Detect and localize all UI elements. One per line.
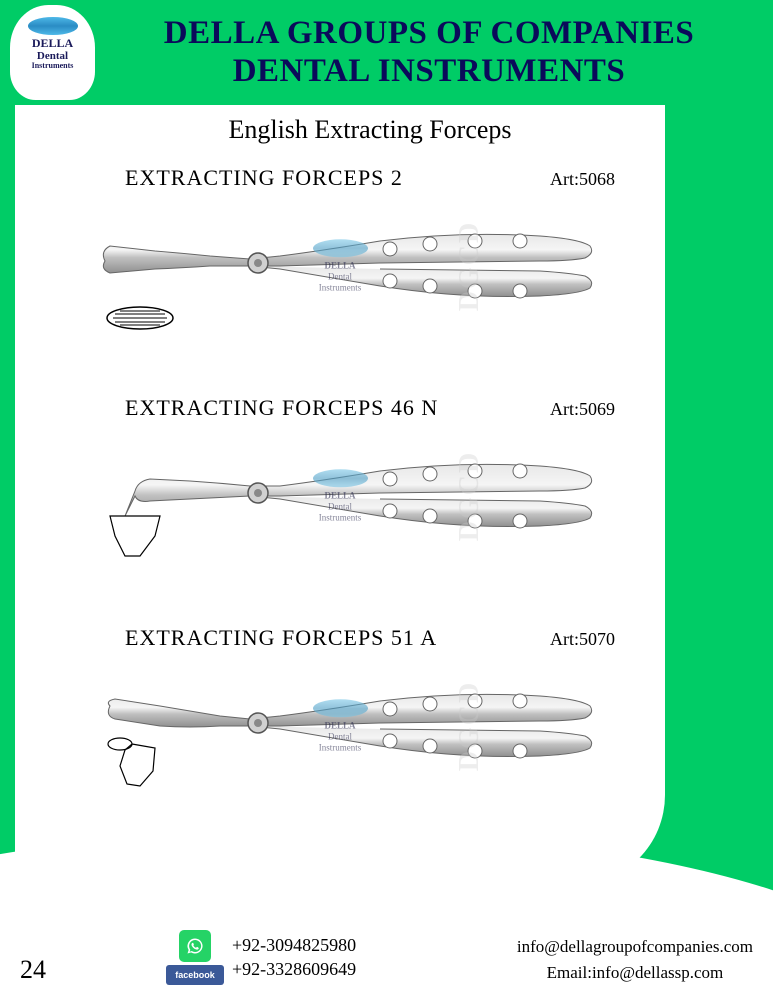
product-art-number: Art:5069 bbox=[550, 399, 615, 420]
product-image: DELLA Dental Instruments DGCD bbox=[45, 191, 635, 341]
product-header: EXTRACTING FORCEPS 51 A Art:5070 bbox=[45, 625, 635, 651]
product-art-number: Art:5068 bbox=[550, 169, 615, 190]
phone-numbers: +92-3094825980 +92-3328609649 bbox=[232, 934, 356, 981]
title-line1: DELLA GROUPS OF COMPANIES bbox=[95, 15, 763, 53]
watermark-swoosh-icon bbox=[313, 239, 368, 257]
product-name: EXTRACTING FORCEPS 2 bbox=[125, 165, 403, 191]
catalog-page: DELLA Dental Instruments DELLA GROUPS OF… bbox=[0, 0, 773, 1000]
logo-text: DELLA Dental Instruments bbox=[32, 37, 74, 71]
logo-line1: DELLA bbox=[32, 37, 74, 50]
contact-email: info@dellagroupofcompanies.com Email:inf… bbox=[517, 934, 753, 985]
watermark-logo: DELLA Dental Instruments bbox=[280, 699, 400, 752]
product-item: EXTRACTING FORCEPS 2 Art:5068 bbox=[45, 165, 635, 365]
title-line2: DENTAL INSTRUMENTS bbox=[95, 53, 763, 91]
watermark-swoosh-icon bbox=[313, 699, 368, 717]
product-image: DELLA Dental Instruments DGCD bbox=[45, 651, 635, 801]
page-footer: 24 facebook +92-3094825980 +92-332860964… bbox=[0, 890, 773, 1000]
product-image: DELLA Dental Instruments DGCD bbox=[45, 421, 635, 571]
logo-line3: Instruments bbox=[32, 62, 74, 71]
phone-2: +92-3328609649 bbox=[232, 958, 356, 981]
watermark-swoosh-icon bbox=[313, 469, 368, 487]
page-number: 24 bbox=[20, 955, 46, 985]
email-1: info@dellagroupofcompanies.com bbox=[517, 934, 753, 960]
watermark-text: DELLA Dental Instruments bbox=[280, 720, 400, 752]
logo-swoosh-icon bbox=[28, 17, 78, 35]
tip-detail-icon bbox=[105, 736, 165, 796]
whatsapp-icon bbox=[179, 930, 211, 962]
watermark-logo: DELLA Dental Instruments bbox=[280, 239, 400, 292]
product-item: EXTRACTING FORCEPS 46 N Art:5069 bbox=[45, 395, 635, 595]
page-header: DELLA Dental Instruments DELLA GROUPS OF… bbox=[0, 0, 773, 105]
company-title: DELLA GROUPS OF COMPANIES DENTAL INSTRUM… bbox=[95, 15, 763, 91]
watermark-side-text: DGCD bbox=[454, 681, 486, 771]
grip-detail-icon bbox=[105, 306, 175, 336]
page-subtitle: English Extracting Forceps bbox=[45, 115, 635, 145]
company-logo: DELLA Dental Instruments bbox=[10, 5, 95, 100]
watermark-logo: DELLA Dental Instruments bbox=[280, 469, 400, 522]
watermark-text: DELLA Dental Instruments bbox=[280, 490, 400, 522]
product-header: EXTRACTING FORCEPS 46 N Art:5069 bbox=[45, 395, 635, 421]
watermark-side-text: DGCD bbox=[454, 451, 486, 541]
email-2: Email:info@dellassp.com bbox=[517, 960, 753, 986]
phone-1: +92-3094825980 bbox=[232, 934, 356, 957]
product-art-number: Art:5070 bbox=[550, 629, 615, 650]
watermark-side-text: DGCD bbox=[454, 221, 486, 311]
watermark-text: DELLA Dental Instruments bbox=[280, 260, 400, 292]
product-name: EXTRACTING FORCEPS 46 N bbox=[125, 395, 438, 421]
social-icons: facebook bbox=[166, 930, 224, 985]
content-area: English Extracting Forceps EXTRACTING FO… bbox=[15, 105, 665, 885]
product-name: EXTRACTING FORCEPS 51 A bbox=[125, 625, 437, 651]
product-header: EXTRACTING FORCEPS 2 Art:5068 bbox=[45, 165, 635, 191]
contact-social: facebook +92-3094825980 +92-3328609649 bbox=[166, 930, 356, 985]
facebook-icon: facebook bbox=[166, 965, 224, 985]
product-item: EXTRACTING FORCEPS 51 A Art:5070 bbox=[45, 625, 635, 825]
tip-detail-icon bbox=[105, 511, 170, 566]
